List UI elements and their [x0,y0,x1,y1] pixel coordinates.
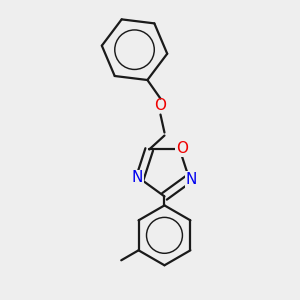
Text: O: O [176,141,188,156]
Text: N: N [132,170,143,185]
Text: O: O [154,98,166,113]
Text: N: N [185,172,197,187]
